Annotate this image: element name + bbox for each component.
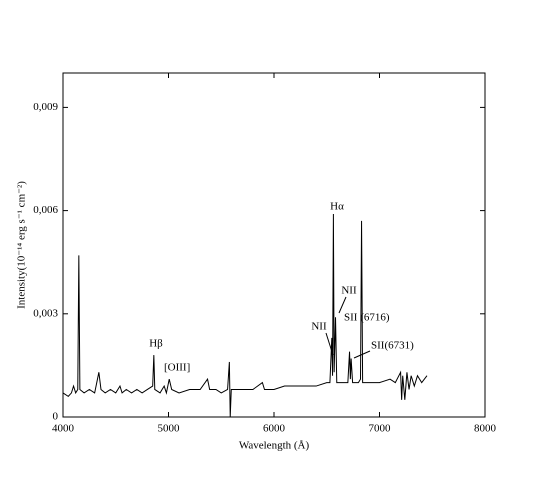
annotation: NII	[341, 285, 357, 297]
x-tick-label: 5000	[158, 423, 181, 435]
plot-frame	[62, 72, 486, 418]
annotation: Hα	[330, 201, 344, 213]
annotation: Hβ	[149, 338, 163, 350]
x-axis-label: Wavelength (Å)	[239, 440, 310, 452]
annotation: [OIII]	[164, 362, 190, 374]
x-tick-label: 8000	[474, 423, 497, 435]
y-axis-label: Intensity(10⁻¹⁴ erg s⁻¹ cm⁻²)	[16, 181, 28, 309]
annotation: SII(6731)	[371, 340, 414, 352]
x-tick-label: 6000	[263, 423, 286, 435]
y-tick-label: 0,009	[33, 101, 58, 113]
annotation-pointer	[353, 350, 371, 359]
annotation-pointer	[325, 332, 334, 356]
annotation: NII	[311, 321, 327, 333]
y-tick-label: 0,006	[33, 204, 58, 216]
x-tick-label: 7000	[369, 423, 392, 435]
spectrum-line	[62, 214, 428, 418]
y-tick-label: 0,003	[33, 307, 58, 319]
x-tick-label: 4000	[52, 423, 75, 435]
annotation: SII (6716)	[344, 312, 390, 324]
annotation-pointer	[338, 296, 347, 314]
y-tick-label: 0	[53, 411, 59, 423]
